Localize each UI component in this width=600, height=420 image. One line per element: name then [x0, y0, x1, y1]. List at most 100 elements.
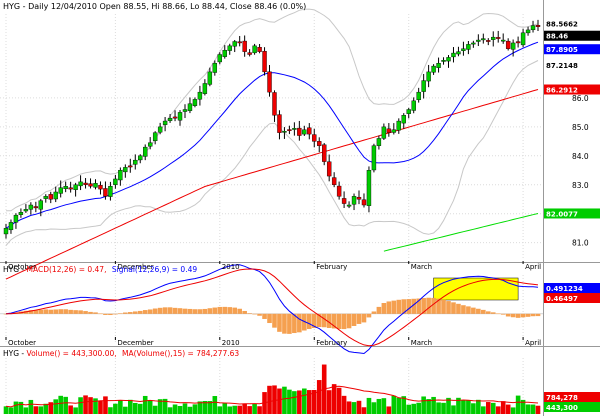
- volume-bar-down: [68, 405, 73, 414]
- candle-up: [167, 117, 173, 121]
- macd-histogram-bar: [336, 313, 342, 329]
- volume-bar-up: [446, 397, 451, 414]
- candle-up: [451, 52, 456, 58]
- macd-value-tag-bg: [544, 283, 600, 293]
- candle-up: [13, 214, 19, 223]
- macd-line: [5, 264, 539, 355]
- candle-up: [192, 99, 198, 106]
- volume-bar-up: [530, 404, 536, 414]
- volume-bar-down: [535, 405, 541, 414]
- candle-up: [8, 222, 14, 231]
- candle-down: [257, 46, 262, 52]
- candle-up: [302, 129, 307, 135]
- candle-up: [147, 142, 153, 147]
- volume-bar-down: [33, 406, 39, 414]
- moving-average-50-line: [5, 89, 539, 280]
- macd-histogram-bar: [481, 309, 486, 314]
- macd-highlight-box: [433, 277, 519, 301]
- volume-bar-up: [212, 396, 218, 414]
- macd-histogram-bar: [68, 309, 73, 314]
- candle-down: [307, 127, 312, 135]
- volume-bar-down: [500, 401, 506, 414]
- candle-down: [331, 177, 337, 185]
- macd-histogram-bar: [292, 313, 297, 334]
- volume-bar-up: [282, 386, 287, 414]
- volume-bar-down: [306, 390, 312, 414]
- macd-histogram-bar: [406, 299, 412, 314]
- volume-value-tag-bg: [544, 392, 600, 402]
- macd-histogram-bar: [456, 303, 461, 314]
- candle-up: [53, 191, 58, 200]
- candle-up: [391, 129, 397, 133]
- candle-up: [376, 138, 382, 146]
- volume-bar-down: [495, 406, 501, 414]
- candle-up: [202, 83, 208, 94]
- candle-down: [103, 188, 108, 197]
- macd-histogram-bar: [505, 313, 511, 317]
- macd-histogram-bar: [172, 307, 178, 314]
- volume-bar-up: [391, 395, 397, 414]
- macd-histogram-bar: [331, 313, 337, 329]
- candle-up: [520, 32, 526, 46]
- candle-down: [297, 127, 302, 136]
- macd-histogram-bar: [535, 313, 541, 317]
- volume-bar-up: [461, 400, 466, 414]
- macd-histogram-bar: [316, 313, 322, 328]
- macd-histogram-bar: [217, 306, 223, 314]
- macd-histogram-bar: [371, 311, 377, 314]
- candle-up: [123, 167, 128, 173]
- candle-up: [292, 128, 297, 130]
- macd-histogram-bar: [485, 311, 491, 314]
- candle-layer: [3, 19, 541, 239]
- macd-histogram-bar: [326, 313, 332, 328]
- volume-bar-up: [481, 406, 486, 414]
- macd-histogram-bar: [242, 310, 247, 314]
- x-axis-label-price: February: [316, 263, 347, 271]
- candle-down: [287, 129, 292, 131]
- volume-bar-up: [302, 388, 307, 414]
- volume-bar-up: [167, 407, 173, 414]
- candle-down: [272, 92, 277, 116]
- volume-bar-up: [3, 406, 9, 414]
- macd-title-prefix: HYG -: [3, 265, 27, 274]
- volume-bar-up: [162, 398, 168, 414]
- volume-value-tag-bg: [544, 402, 600, 412]
- volume-bar-up: [366, 397, 372, 414]
- macd-histogram-bar: [520, 313, 526, 318]
- volume-bar-up: [232, 405, 238, 414]
- candle-up: [93, 183, 98, 188]
- macd-histogram-bar: [38, 309, 44, 314]
- candle-down: [172, 116, 178, 119]
- volume-bar-up: [227, 406, 233, 414]
- volume-bar-down: [361, 407, 367, 414]
- candle-up: [401, 115, 406, 124]
- volume-bar-up: [520, 399, 526, 414]
- macd-histogram-bar: [108, 313, 113, 316]
- volume-bar-up: [177, 405, 183, 414]
- candle-down: [505, 40, 511, 49]
- candle-up: [416, 91, 421, 101]
- macd-histogram-bar: [267, 313, 272, 324]
- macd-value-tag: 0.491234: [546, 285, 583, 293]
- candle-down: [267, 71, 272, 93]
- macd-histogram-bar: [123, 312, 128, 314]
- macd-panel-title: HYG - MACD(12,26) = 0.47, Signal(12,26,9…: [3, 265, 197, 274]
- volume-bar-up: [411, 403, 417, 414]
- candle-up: [431, 65, 436, 73]
- volume-bar-up: [466, 400, 471, 414]
- candle-down: [486, 40, 491, 42]
- candle-up: [471, 42, 476, 45]
- price-value-tag: 86.2912: [546, 87, 578, 95]
- signal-title-value: Signal(12,26,9) = 0.49: [112, 265, 197, 274]
- candle-down: [68, 187, 73, 190]
- candle-up: [481, 38, 486, 41]
- candle-up: [212, 63, 218, 73]
- candle-up: [3, 227, 9, 235]
- candle-down: [515, 41, 521, 44]
- x-axis-label-price: March: [411, 263, 432, 271]
- macd-histogram-bar: [93, 312, 98, 314]
- volume-bar-up: [172, 404, 178, 414]
- candle-up: [133, 159, 138, 165]
- x-axis-label-macd: 2010: [222, 339, 240, 347]
- candle-down: [341, 198, 347, 204]
